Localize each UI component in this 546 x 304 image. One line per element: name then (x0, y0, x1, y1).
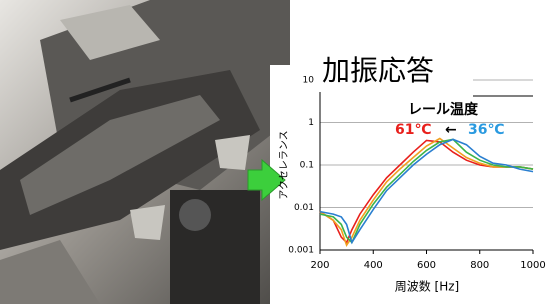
annotation: 61℃ (395, 122, 431, 138)
x-axis-label: 周波数 [Hz] (395, 279, 460, 294)
annotation: 36℃ (468, 122, 504, 138)
annotation: ← (445, 122, 457, 138)
annotation: レール温度 (408, 101, 479, 118)
chart-title: 加振応答 (322, 54, 434, 87)
y-tick-label: 10 (303, 76, 315, 86)
y-tick-label: 1 (308, 118, 314, 128)
y-axis-label: アクセレランス (278, 130, 290, 199)
x-tick-label: 200 (310, 260, 329, 271)
x-tick-label: 600 (417, 260, 436, 271)
y-tick-label: 0.001 (288, 246, 314, 256)
y-tick-label: 0.1 (300, 161, 314, 171)
screenshot: 0.001 0.01 0.1 1 10 200 400 600 800 1000 レール温度 61℃ ←… (0, 0, 546, 304)
x-tick-label: 800 (470, 260, 489, 271)
x-tick-label: 400 (364, 260, 383, 271)
x-tick-label: 1000 (520, 260, 545, 271)
y-tick-label: 0.01 (294, 203, 314, 213)
photo (0, 0, 290, 304)
